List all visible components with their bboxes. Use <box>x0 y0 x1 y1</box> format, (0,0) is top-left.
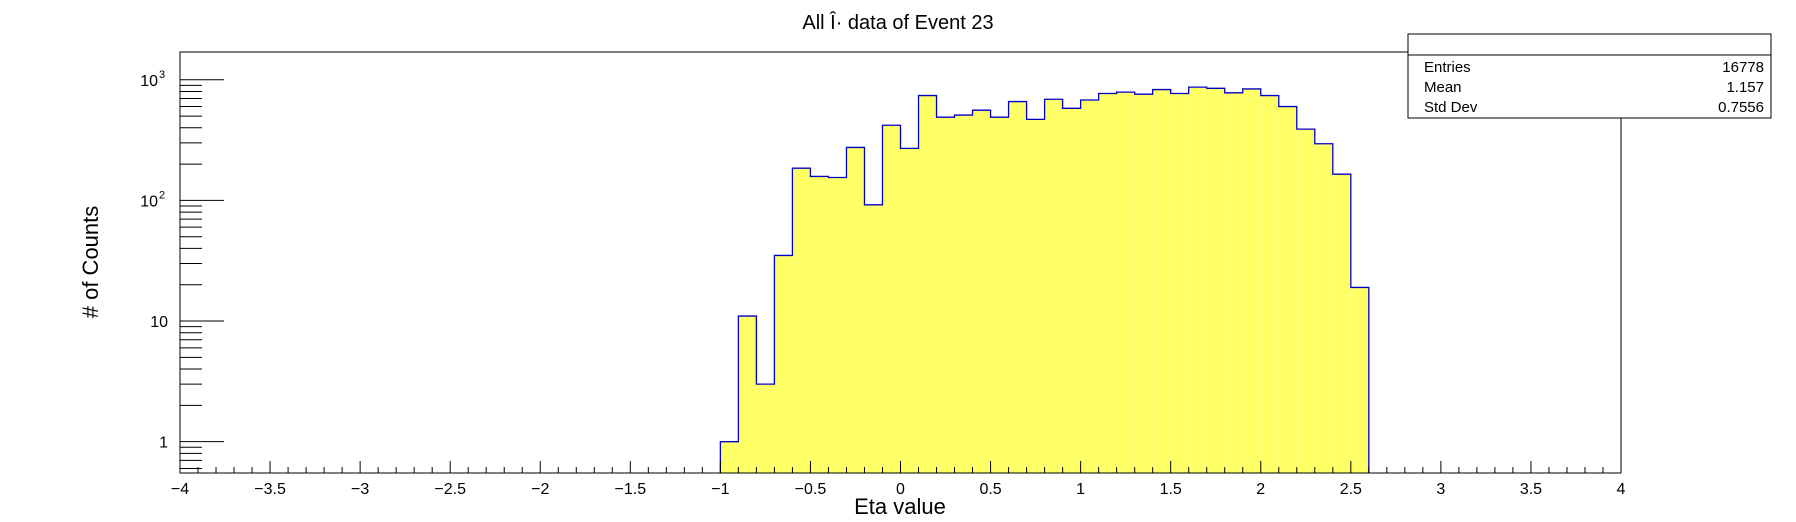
histogram-bar-29 <box>1242 88 1261 474</box>
histogram-bar-30 <box>1260 95 1279 473</box>
histogram-bar-14 <box>972 110 991 473</box>
histogram-bar-33 <box>1314 143 1333 473</box>
stats-value: 16778 <box>1722 59 1764 76</box>
histogram-bar-26 <box>1188 87 1207 473</box>
histogram-bar-34 <box>1332 174 1351 473</box>
histogram-bar-15 <box>990 117 1009 474</box>
x-tick-label: −1 <box>711 481 729 498</box>
histogram-bar-10 <box>900 148 919 474</box>
y-tick-label: 10 <box>140 193 158 210</box>
stats-label: Mean <box>1424 79 1462 96</box>
x-tick-label: 4 <box>1617 481 1626 498</box>
stats-value: 1.157 <box>1726 79 1764 96</box>
y-tick-exponent: 2 <box>159 189 165 201</box>
stats-label: Std Dev <box>1424 99 1478 116</box>
stats-rows: Entries 16778 Mean 1.157 Std Dev 0.7556 <box>1424 59 1764 116</box>
histogram-bar-11 <box>918 95 937 473</box>
histogram-bar-28 <box>1224 92 1243 474</box>
histogram-bar-0 <box>720 441 739 473</box>
histogram-bar-25 <box>1170 93 1189 473</box>
histogram-bar-9 <box>882 125 901 474</box>
x-tick-label: −3.5 <box>254 481 286 498</box>
histogram-bar-22 <box>1116 92 1135 473</box>
histogram-bar-21 <box>1098 93 1117 473</box>
histogram-bar-6 <box>828 177 847 474</box>
x-axis-label: Eta value <box>854 494 946 519</box>
x-tick-label: −0.5 <box>795 481 827 498</box>
histogram-bars <box>720 87 1369 474</box>
stats-box: Entries 16778 Mean 1.157 Std Dev 0.7556 <box>1407 33 1772 119</box>
x-tick-label: 2 <box>1256 481 1265 498</box>
x-tick-label: −2.5 <box>434 481 466 498</box>
histogram-bar-35 <box>1350 287 1369 473</box>
x-tick-label: −4 <box>171 481 189 498</box>
histogram-bar-2 <box>756 384 775 473</box>
x-tick-label: 3.5 <box>1520 481 1542 498</box>
histogram-bar-18 <box>1044 99 1063 473</box>
x-axis-ticks: −4 −3.5 −3 −2.5 −2 −1.5 −1 −0.5 0 0.5 1 1.5 2 2.5 3 3.5… <box>171 461 1626 498</box>
x-tick-label: 0 <box>896 481 905 498</box>
stats-label: Entries <box>1424 59 1471 76</box>
x-tick-label: −3 <box>351 481 369 498</box>
histogram-bar-17 <box>1026 119 1045 474</box>
x-tick-label: 2.5 <box>1340 481 1362 498</box>
y-tick-label: 10 <box>140 73 158 90</box>
histogram-bar-20 <box>1080 100 1099 473</box>
chart-title: All Î· data of Event 23 <box>802 11 993 34</box>
histogram-bar-27 <box>1206 88 1225 473</box>
y-axis-label: # of Counts <box>78 206 103 319</box>
histogram-bar-7 <box>846 147 865 473</box>
histogram-bar-19 <box>1062 108 1081 474</box>
histogram-bar-31 <box>1278 106 1297 474</box>
stats-box-frame <box>1407 33 1772 119</box>
y-tick-label: 1 <box>159 435 168 452</box>
histogram-outline <box>719 86 1370 473</box>
histogram-bar-32 <box>1296 129 1315 473</box>
histogram-bar-23 <box>1134 94 1153 473</box>
x-tick-label: −1.5 <box>615 481 647 498</box>
histogram-bar-12 <box>936 117 955 474</box>
histogram-bar-4 <box>792 168 811 473</box>
histogram-bar-24 <box>1152 89 1171 474</box>
histogram-bar-16 <box>1008 101 1027 473</box>
y-tick-label: 10 <box>150 314 168 331</box>
x-tick-label: −2 <box>531 481 549 498</box>
x-tick-label: 0.5 <box>979 481 1001 498</box>
histogram-bar-1 <box>738 316 757 473</box>
histogram-bar-3 <box>774 255 793 473</box>
histogram-bar-8 <box>864 204 883 474</box>
x-tick-label: 3 <box>1436 481 1445 498</box>
x-tick-label: 1 <box>1076 481 1085 498</box>
y-tick-exponent: 3 <box>159 69 165 81</box>
stats-value: 0.7556 <box>1718 99 1764 116</box>
histogram-bar-13 <box>954 115 973 474</box>
histogram-bar-5 <box>810 176 829 474</box>
x-tick-label: 1.5 <box>1160 481 1182 498</box>
